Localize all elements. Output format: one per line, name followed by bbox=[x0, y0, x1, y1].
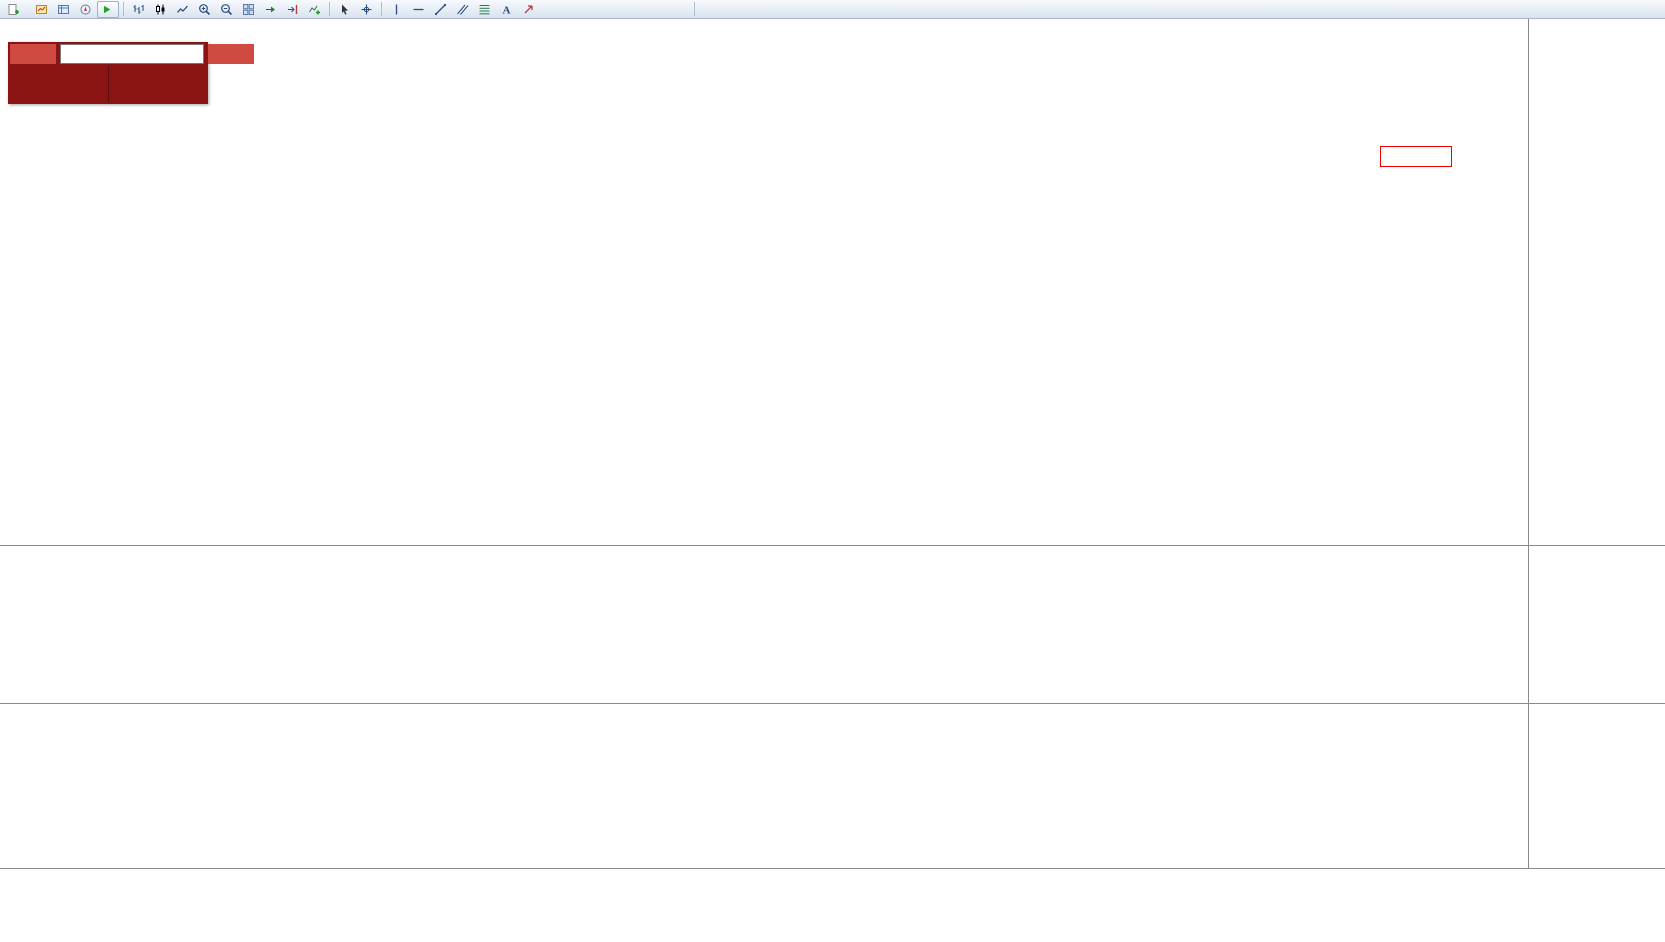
bar-chart-icon bbox=[133, 4, 144, 14]
fibonacci-button[interactable] bbox=[474, 1, 495, 18]
tile-windows-icon bbox=[243, 3, 254, 15]
candlestick-plot[interactable] bbox=[0, 19, 1528, 545]
market-watch-button[interactable] bbox=[53, 1, 74, 18]
navigator-icon bbox=[80, 4, 91, 14]
auto-trading-button[interactable] bbox=[97, 0, 119, 18]
vertical-line-button[interactable] bbox=[386, 1, 407, 18]
auto-scroll-button[interactable] bbox=[260, 1, 281, 18]
rsi-panel[interactable] bbox=[0, 704, 1665, 869]
zoom-out-icon bbox=[221, 3, 233, 15]
horizontal-line-icon bbox=[413, 8, 424, 10]
line-chart-icon bbox=[177, 5, 188, 13]
trendline-icon bbox=[434, 3, 447, 15]
toolbar-separator bbox=[381, 2, 382, 16]
macd-axis bbox=[1528, 546, 1665, 703]
zoom-in-button[interactable] bbox=[194, 1, 215, 18]
toolbar: A bbox=[0, 0, 1665, 19]
bar-chart-button[interactable] bbox=[128, 1, 149, 18]
scroll-up-button[interactable] bbox=[1643, 1, 1662, 18]
text-icon: A bbox=[503, 4, 511, 16]
volume-input[interactable] bbox=[60, 44, 204, 64]
indicators-button[interactable] bbox=[304, 1, 325, 18]
trendline-button[interactable] bbox=[430, 1, 451, 18]
indicators-icon bbox=[309, 5, 320, 14]
rsi-axis bbox=[1528, 704, 1665, 868]
crosshair-button[interactable] bbox=[356, 1, 377, 18]
toolbar-separator bbox=[123, 2, 124, 16]
price-callout-label[interactable] bbox=[1380, 146, 1452, 167]
zoom-in-icon bbox=[199, 3, 211, 15]
main-chart-panel[interactable] bbox=[0, 19, 1665, 546]
macd-panel[interactable] bbox=[0, 546, 1665, 704]
buy-button[interactable] bbox=[208, 44, 254, 64]
time-axis[interactable] bbox=[0, 869, 1665, 942]
svg-text:A: A bbox=[503, 4, 511, 16]
text-button[interactable]: A bbox=[496, 1, 517, 18]
crosshair-icon bbox=[361, 4, 372, 14]
candlestick-chart-icon bbox=[156, 4, 165, 14]
macd-plot[interactable] bbox=[0, 546, 1528, 703]
new-chart-icon bbox=[36, 4, 47, 14]
cursor-icon bbox=[342, 4, 348, 15]
vertical-line-icon bbox=[395, 4, 398, 14]
candlestick-chart-button[interactable] bbox=[150, 1, 171, 18]
tile-windows-button[interactable] bbox=[238, 1, 259, 18]
auto-scroll-icon bbox=[266, 6, 275, 12]
new-order-icon bbox=[8, 3, 19, 15]
chart-shift-icon bbox=[288, 4, 298, 14]
chart-shift-button[interactable] bbox=[282, 1, 303, 18]
zoom-out-button[interactable] bbox=[216, 1, 237, 18]
channel-button[interactable] bbox=[452, 1, 473, 18]
channel-icon bbox=[457, 4, 469, 15]
toolbar-separator bbox=[694, 2, 695, 16]
one-click-trade-widget bbox=[8, 42, 254, 104]
auto-trading-icon bbox=[103, 5, 111, 13]
market-watch-icon bbox=[58, 4, 69, 14]
buy-price[interactable] bbox=[109, 66, 207, 102]
horizontal-line-button[interactable] bbox=[408, 1, 429, 18]
price-axis[interactable] bbox=[1528, 19, 1665, 545]
sell-button[interactable] bbox=[10, 44, 56, 64]
rsi-plot[interactable] bbox=[0, 704, 1528, 868]
fibonacci-icon bbox=[479, 4, 490, 14]
toolbar-separator bbox=[329, 2, 330, 16]
cursor-button[interactable] bbox=[334, 1, 355, 18]
line-chart-button[interactable] bbox=[172, 1, 193, 18]
arrows-button[interactable] bbox=[518, 1, 539, 18]
new-order-button[interactable] bbox=[3, 1, 30, 18]
new-chart-button[interactable] bbox=[31, 1, 52, 18]
arrows-icon bbox=[524, 4, 533, 13]
sell-price[interactable] bbox=[10, 66, 109, 102]
navigator-button[interactable] bbox=[75, 1, 96, 18]
